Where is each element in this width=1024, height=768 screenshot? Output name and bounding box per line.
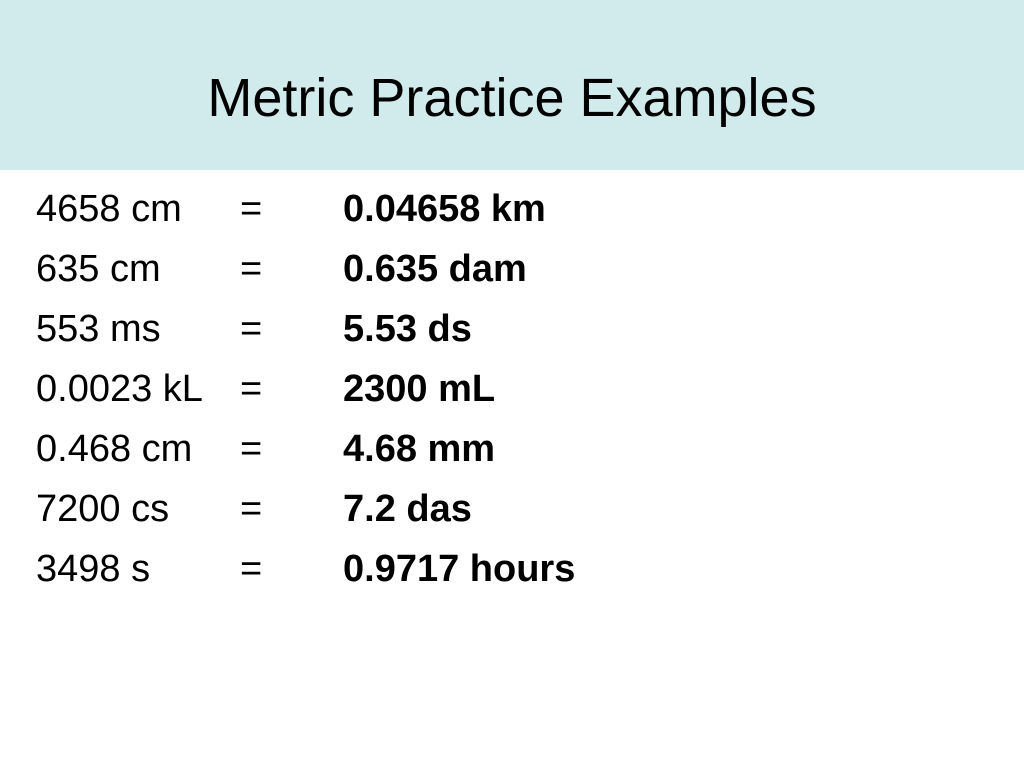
to-quantity: 0.04658 km bbox=[343, 188, 546, 230]
conversion-row: 0.468 cm = 4.68 mm bbox=[0, 424, 1024, 484]
from-quantity: 0.468 cm bbox=[36, 428, 193, 470]
equals-sign: = bbox=[240, 488, 263, 530]
to-quantity: 4.68 mm bbox=[343, 428, 496, 470]
equals-sign: = bbox=[240, 188, 263, 230]
equals-sign: = bbox=[240, 428, 263, 470]
equals-sign: = bbox=[240, 308, 263, 350]
from-quantity: 0.0023 kL bbox=[36, 368, 203, 410]
to-quantity: 0.635 dam bbox=[343, 248, 527, 290]
equals-sign: = bbox=[240, 368, 263, 410]
to-quantity: 2300 mL bbox=[343, 368, 496, 410]
conversion-row: 553 ms = 5.53 ds bbox=[0, 304, 1024, 364]
equals-sign: = bbox=[240, 548, 263, 590]
conversion-row: 3498 s = 0.9717 hours bbox=[0, 544, 1024, 604]
to-quantity: 0.9717 hours bbox=[343, 548, 576, 590]
header-band: Metric Practice Examples bbox=[0, 0, 1024, 170]
conversion-row: 4658 cm = 0.04658 km bbox=[0, 184, 1024, 244]
from-quantity: 3498 s bbox=[36, 548, 151, 590]
slide-title: Metric Practice Examples bbox=[207, 68, 817, 128]
conversion-row: 7200 cs = 7.2 das bbox=[0, 484, 1024, 544]
conversion-row: 635 cm = 0.635 dam bbox=[0, 244, 1024, 304]
conversion-row: 0.0023 kL = 2300 mL bbox=[0, 364, 1024, 424]
from-quantity: 4658 cm bbox=[36, 188, 182, 230]
equals-sign: = bbox=[240, 248, 263, 290]
conversion-list: 4658 cm = 0.04658 km 635 cm = 0.635 dam 553 ms… bbox=[0, 184, 1024, 604]
from-quantity: 7200 cs bbox=[36, 488, 170, 530]
to-quantity: 5.53 ds bbox=[343, 308, 472, 350]
from-quantity: 635 cm bbox=[36, 248, 161, 290]
to-quantity: 7.2 das bbox=[343, 488, 472, 530]
from-quantity: 553 ms bbox=[36, 308, 161, 350]
